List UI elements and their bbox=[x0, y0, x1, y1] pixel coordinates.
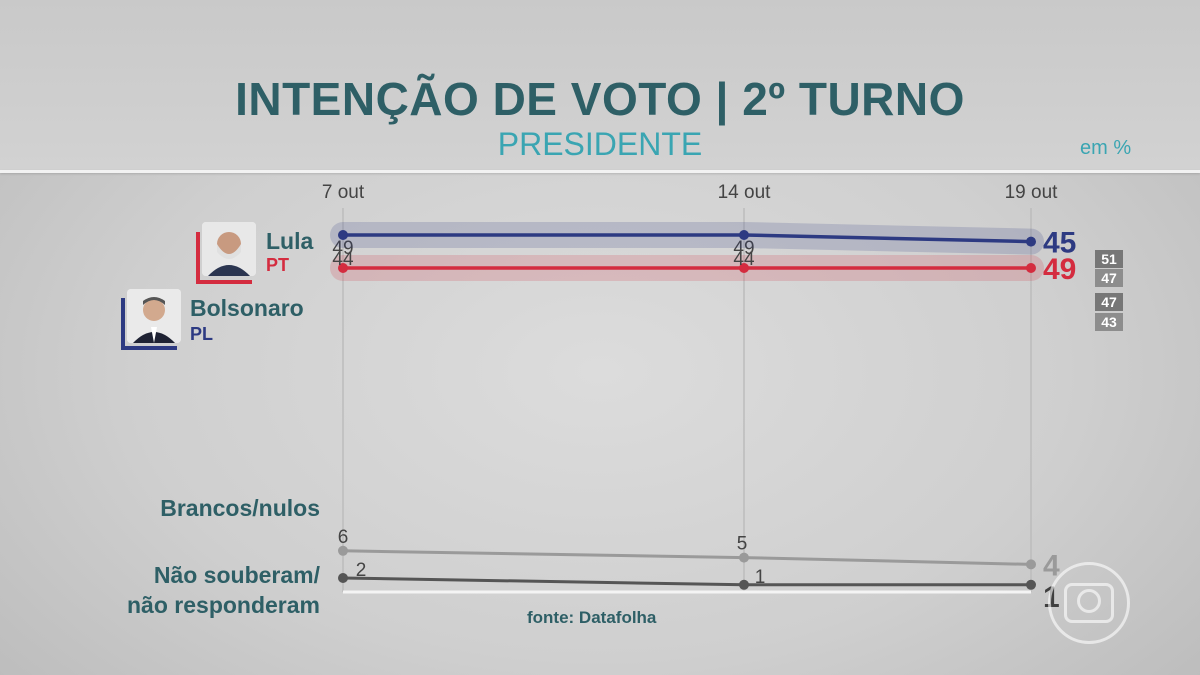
data-label: 49 bbox=[733, 238, 754, 259]
data-label: 2 bbox=[356, 560, 367, 581]
data-point bbox=[1026, 263, 1036, 273]
bolsonaro-party: PL bbox=[190, 324, 214, 344]
data-point bbox=[338, 573, 348, 583]
lula-range-upper: 51 bbox=[1095, 250, 1123, 268]
data-point bbox=[739, 230, 749, 240]
x-tick-label: 7 out bbox=[321, 182, 365, 203]
data-label: 1 bbox=[755, 567, 766, 588]
unknown-label-line1: Não souberam/ bbox=[153, 562, 320, 588]
x-tick-label: 19 out bbox=[1004, 182, 1058, 203]
blank-null-label: Brancos/nulos bbox=[160, 495, 320, 521]
data-label: 49 bbox=[1043, 253, 1076, 286]
data-point bbox=[739, 552, 749, 563]
tv-logo-screen bbox=[1064, 583, 1114, 623]
bolsonaro-photo-frame bbox=[121, 298, 177, 350]
data-label: 5 bbox=[737, 534, 748, 555]
bolsonaro-avatar bbox=[127, 289, 181, 343]
data-label: 49 bbox=[332, 238, 353, 259]
unknown-label-line2: não responderam bbox=[127, 592, 320, 618]
data-point bbox=[1026, 559, 1036, 570]
tv-logo-lens bbox=[1077, 589, 1101, 613]
series-line bbox=[342, 549, 1032, 566]
bolsonaro-name: Bolsonaro bbox=[190, 295, 304, 321]
lula-range-lower: 47 bbox=[1095, 269, 1123, 287]
header-band bbox=[0, 0, 1200, 170]
header-divider bbox=[0, 170, 1200, 173]
data-label: 44 bbox=[733, 249, 755, 270]
data-label: 44 bbox=[332, 249, 354, 270]
unit-label: em % bbox=[1080, 137, 1132, 159]
data-point bbox=[338, 263, 348, 273]
chart-subtitle: PRESIDENTE bbox=[497, 126, 703, 162]
source-note: fonte: Datafolha bbox=[527, 608, 657, 627]
lula-name: Lula bbox=[266, 228, 314, 254]
bolsonaro-range-upper: 47 bbox=[1095, 293, 1123, 311]
data-label: 6 bbox=[338, 527, 349, 548]
lula-photo-frame bbox=[196, 232, 252, 284]
data-point bbox=[1026, 236, 1036, 247]
data-point bbox=[739, 579, 749, 590]
data-point bbox=[1026, 579, 1036, 590]
data-point bbox=[338, 230, 348, 240]
data-label: 4 bbox=[1043, 549, 1060, 582]
x-tick-label: 14 out bbox=[717, 182, 771, 203]
bolsonaro-range-lower: 43 bbox=[1095, 313, 1123, 331]
tv-logo bbox=[1048, 562, 1130, 644]
lula-party: PT bbox=[266, 255, 290, 275]
lula-avatar bbox=[202, 222, 256, 276]
chart-title: INTENÇÃO DE VOTO | 2º TURNO bbox=[235, 73, 965, 125]
data-point bbox=[338, 545, 348, 556]
data-label: 45 bbox=[1043, 227, 1076, 260]
data-point bbox=[739, 263, 749, 273]
series-line bbox=[342, 576, 1031, 587]
